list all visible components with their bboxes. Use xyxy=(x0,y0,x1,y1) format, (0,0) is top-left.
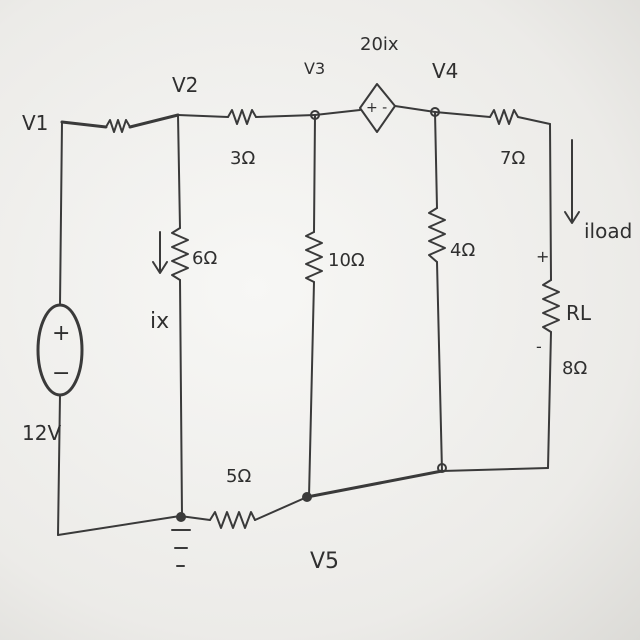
resistor-3ohm xyxy=(227,109,257,125)
wire-v3-down-bottom xyxy=(308,281,315,498)
wire-to-v3 xyxy=(255,114,316,118)
wire-rl-top xyxy=(549,123,552,281)
resistor-4ohm xyxy=(428,207,446,263)
node-dot-v4 xyxy=(430,107,440,117)
wire-v2-down-top xyxy=(177,114,181,229)
wire-rl-bottom xyxy=(547,331,552,469)
label-v1: V1 xyxy=(22,111,48,135)
label-6ohm: 6Ω xyxy=(192,248,217,269)
wire-v4-down-bottom xyxy=(436,261,443,472)
label-source-value: 12V xyxy=(22,421,61,445)
label-v4: V4 xyxy=(432,59,458,83)
label-rl-name: RL xyxy=(566,301,592,325)
resistor-7ohm xyxy=(489,109,519,125)
label-v5: V5 xyxy=(310,549,339,574)
label-7ohm: 7Ω xyxy=(500,148,525,169)
label-v3: V3 xyxy=(304,59,325,78)
wire-bottom-right xyxy=(441,467,549,472)
label-v2: V2 xyxy=(172,73,198,97)
wire-left-bottom xyxy=(57,394,61,536)
wire-bottom-left xyxy=(57,515,181,536)
label-10ohm: 10Ω xyxy=(328,250,365,271)
resistor-6ohm xyxy=(171,227,189,281)
ground-symbol xyxy=(171,529,191,567)
arrow-iload xyxy=(564,139,580,224)
label-dependent-polarity: + - xyxy=(366,100,387,116)
node-dot-ground xyxy=(176,512,186,522)
wire-v3-right xyxy=(314,109,361,116)
arrow-ix xyxy=(152,231,168,274)
wire-to-v5 xyxy=(254,496,308,521)
wire-v4-right xyxy=(434,111,491,118)
label-4ohm: 4Ω xyxy=(450,240,475,261)
wire-left-top xyxy=(59,121,63,306)
wire-to-right-corner xyxy=(517,116,551,125)
label-rl-value: 8Ω xyxy=(562,358,587,379)
wire-v4-down-top xyxy=(434,111,438,209)
node-dot-v4-bottom xyxy=(437,463,447,473)
label-dependent-source: 20ix xyxy=(360,34,399,55)
wire-v3-down-top xyxy=(313,114,316,233)
resistor-v1-v2 xyxy=(105,119,131,133)
wire-v2-down-bottom xyxy=(179,279,183,517)
wire-to-v2 xyxy=(128,113,180,129)
label-ix: ix xyxy=(150,309,169,334)
resistor-10ohm xyxy=(305,231,323,283)
node-dot-v5 xyxy=(302,492,312,502)
node-dot-v3 xyxy=(310,110,320,120)
label-load-minus: - xyxy=(536,337,542,356)
label-iload: iload xyxy=(584,219,632,243)
label-load-plus: + xyxy=(536,247,549,266)
wire-v2-right xyxy=(177,114,229,118)
label-source-plus: + xyxy=(52,321,70,346)
label-5ohm: 5Ω xyxy=(226,466,251,487)
wire-v5-right xyxy=(305,469,444,499)
resistor-rl xyxy=(542,279,560,333)
wire-v1-top xyxy=(60,120,108,129)
resistor-5ohm xyxy=(209,511,256,529)
label-3ohm: 3Ω xyxy=(230,148,255,169)
wire-to-v4 xyxy=(394,105,436,113)
label-source-minus: − xyxy=(52,361,70,386)
